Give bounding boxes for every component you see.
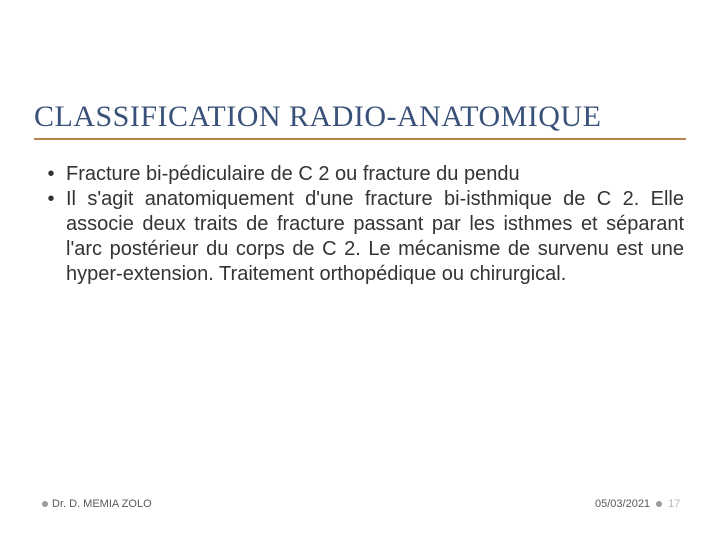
- bullet-marker: •: [36, 187, 66, 212]
- bullet-item: •Il s'agit anatomiquement d'une fracture…: [36, 187, 684, 287]
- title-wrap: CLASSIFICATION RADIO-ANATOMIQUE: [34, 100, 686, 140]
- bullet-dot-icon: [42, 501, 48, 507]
- footer-left: Dr. D. MEMIA ZOLO: [42, 498, 152, 510]
- body-text: •Fracture bi-pédiculaire de C 2 ou fract…: [36, 162, 684, 287]
- bullet-dot-icon: [656, 501, 662, 507]
- bullet-marker: •: [36, 162, 66, 187]
- page-number: 17: [668, 498, 680, 510]
- slide-title: CLASSIFICATION RADIO-ANATOMIQUE: [34, 100, 686, 140]
- bullet-text: Il s'agit anatomiquement d'une fracture …: [66, 187, 684, 287]
- bullet-list: •Fracture bi-pédiculaire de C 2 ou fract…: [36, 162, 684, 287]
- author-text: Dr. D. MEMIA ZOLO: [52, 498, 152, 510]
- bullet-item: •Fracture bi-pédiculaire de C 2 ou fract…: [36, 162, 684, 187]
- date-text: 05/03/2021: [595, 498, 650, 510]
- slide: { "title": { "text": "CLASSIFICATION RAD…: [0, 0, 720, 540]
- bullet-text: Fracture bi-pédiculaire de C 2 ou fractu…: [66, 162, 684, 187]
- footer-right: 05/03/2021 17: [595, 498, 680, 510]
